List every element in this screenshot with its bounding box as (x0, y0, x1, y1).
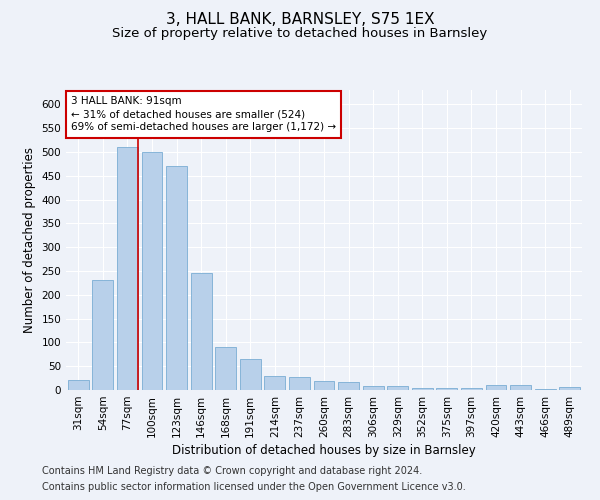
Text: Size of property relative to detached houses in Barnsley: Size of property relative to detached ho… (112, 28, 488, 40)
Bar (240, 359, 261, 390)
Bar (535, 388, 556, 390)
Bar (166, 166, 187, 390)
Bar (362, 386, 383, 390)
Bar (412, 388, 433, 390)
Bar (92, 280, 113, 390)
Bar (559, 387, 580, 390)
Bar (191, 274, 212, 390)
Bar (436, 388, 457, 390)
Bar (510, 385, 531, 390)
Bar (314, 382, 334, 390)
Bar (215, 347, 236, 390)
Text: 3, HALL BANK, BARNSLEY, S75 1EX: 3, HALL BANK, BARNSLEY, S75 1EX (166, 12, 434, 28)
Bar (485, 385, 506, 390)
Text: Contains HM Land Registry data © Crown copyright and database right 2024.: Contains HM Land Registry data © Crown c… (42, 466, 422, 476)
Bar (461, 388, 482, 390)
Bar (142, 152, 163, 390)
Bar (338, 382, 359, 390)
Bar (265, 376, 286, 390)
Text: Contains public sector information licensed under the Open Government Licence v3: Contains public sector information licen… (42, 482, 466, 492)
Bar (289, 377, 310, 390)
Bar (387, 386, 408, 390)
Bar (68, 380, 89, 390)
Bar (117, 147, 138, 390)
Text: 3 HALL BANK: 91sqm
← 31% of detached houses are smaller (524)
69% of semi-detach: 3 HALL BANK: 91sqm ← 31% of detached hou… (71, 96, 336, 132)
Y-axis label: Number of detached properties: Number of detached properties (23, 147, 36, 333)
X-axis label: Distribution of detached houses by size in Barnsley: Distribution of detached houses by size … (172, 444, 476, 457)
